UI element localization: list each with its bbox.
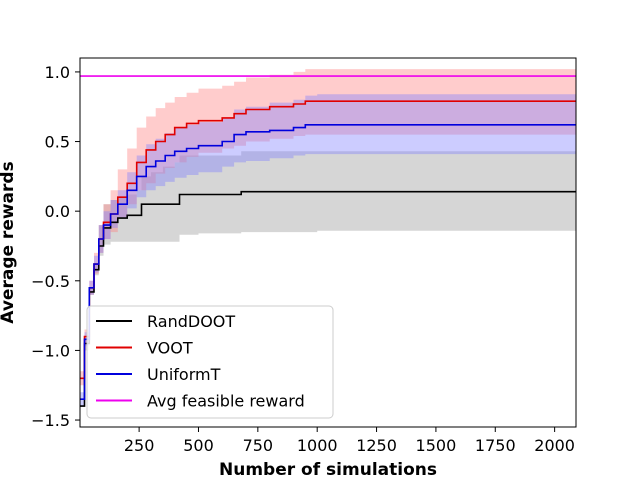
uniformt-line <box>80 124 576 401</box>
legend-label-avg-feasible-reward: Avg feasible reward <box>147 392 305 411</box>
plot-area-frame <box>79 57 577 428</box>
voot-band <box>80 69 576 386</box>
x-tick-label: 1250 <box>356 436 397 455</box>
legend-label-voot: VOOT <box>147 339 193 358</box>
randdoot-band <box>80 151 576 407</box>
x-tick-label: 1500 <box>416 436 457 455</box>
legend-label-randdoot: RandDOOT <box>147 312 235 331</box>
uniformt-band <box>80 94 576 407</box>
x-tick-label: 750 <box>243 436 274 455</box>
series-lines <box>80 75 576 407</box>
y-tick-label: −1.5 <box>31 411 70 430</box>
x-axis-title: Number of simulations <box>219 460 437 480</box>
y-tick-label: 0.5 <box>45 133 70 152</box>
x-axis-ticks: 250 500 750 1000 1250 1500 1750 2000 <box>124 427 575 455</box>
x-tick-label: 1750 <box>475 436 516 455</box>
legend: RandDOOT VOOT UniformT Avg feasible reward <box>86 305 334 419</box>
y-tick-label: −1.0 <box>31 341 70 360</box>
y-axis-title: Average rewards <box>0 161 18 323</box>
x-tick-label: 2000 <box>534 436 575 455</box>
y-axis-ticks: −1.5 −1.0 −0.5 0.0 0.5 1.0 <box>31 63 80 430</box>
x-tick-label: 250 <box>124 436 155 455</box>
y-tick-label: 1.0 <box>45 63 70 82</box>
x-tick-label: 1000 <box>297 436 338 455</box>
legend-label-uniformt: UniformT <box>147 365 221 384</box>
legend-box <box>86 305 334 419</box>
confidence-bands <box>80 69 576 407</box>
y-tick-label: −0.5 <box>31 272 70 291</box>
x-tick-label: 500 <box>183 436 214 455</box>
y-tick-label: 0.0 <box>45 202 70 221</box>
